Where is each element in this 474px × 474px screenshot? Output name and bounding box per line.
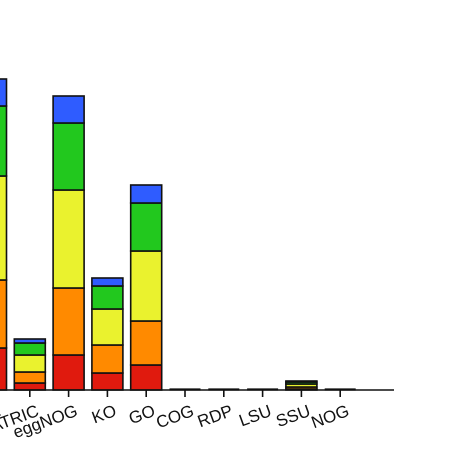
x-tick-label-ssu: SSU [274, 401, 313, 431]
bar-segment-prot-2 [0, 175, 8, 281]
bar-segment-eggnog-2 [52, 189, 85, 289]
bar-segment-eggnog-0 [52, 354, 85, 391]
bar-segment-eggnog-3 [52, 122, 85, 191]
bar-segment-eggnog-4 [52, 95, 85, 124]
x-tick-label-nog: NOG [309, 401, 352, 432]
bar-segment-go-3 [129, 202, 163, 252]
bar-segment-ko-4 [91, 277, 124, 287]
bar-group [0, 78, 318, 391]
bar-segment-prot-3 [0, 105, 8, 177]
bar-segment-prot-0 [0, 347, 8, 391]
bar-segment-ko-0 [91, 372, 124, 391]
bar-segment-ko-2 [91, 308, 124, 346]
bar-segment-prot-1 [0, 279, 8, 349]
bar-segment-ssu-4 [285, 380, 318, 383]
bar-segment-patric-1 [13, 371, 47, 384]
x-tick-label-cog: COG [154, 401, 197, 432]
bar-segment-patric-2 [13, 354, 47, 373]
bar-segment-go-2 [129, 250, 163, 322]
bar-segment-patric-0 [13, 382, 47, 391]
bar-segment-ko-3 [91, 285, 124, 310]
bar-segment-prot-4 [0, 78, 8, 107]
bar-segment-eggnog-1 [52, 287, 85, 356]
bar-segment-ko-1 [91, 344, 124, 374]
x-axis-ticks [28, 390, 342, 397]
x-tick-label-rdp: RDP [195, 401, 235, 431]
x-tick-label-lsu: LSU [236, 401, 274, 430]
bar-segment-patric-4 [13, 338, 47, 344]
bar-segment-patric-3 [13, 342, 47, 356]
x-tick-label-ko: KO [89, 401, 119, 427]
bar-segment-go-0 [129, 364, 163, 391]
bar-segment-go-4 [129, 184, 163, 204]
bar-segment-go-1 [129, 320, 163, 366]
